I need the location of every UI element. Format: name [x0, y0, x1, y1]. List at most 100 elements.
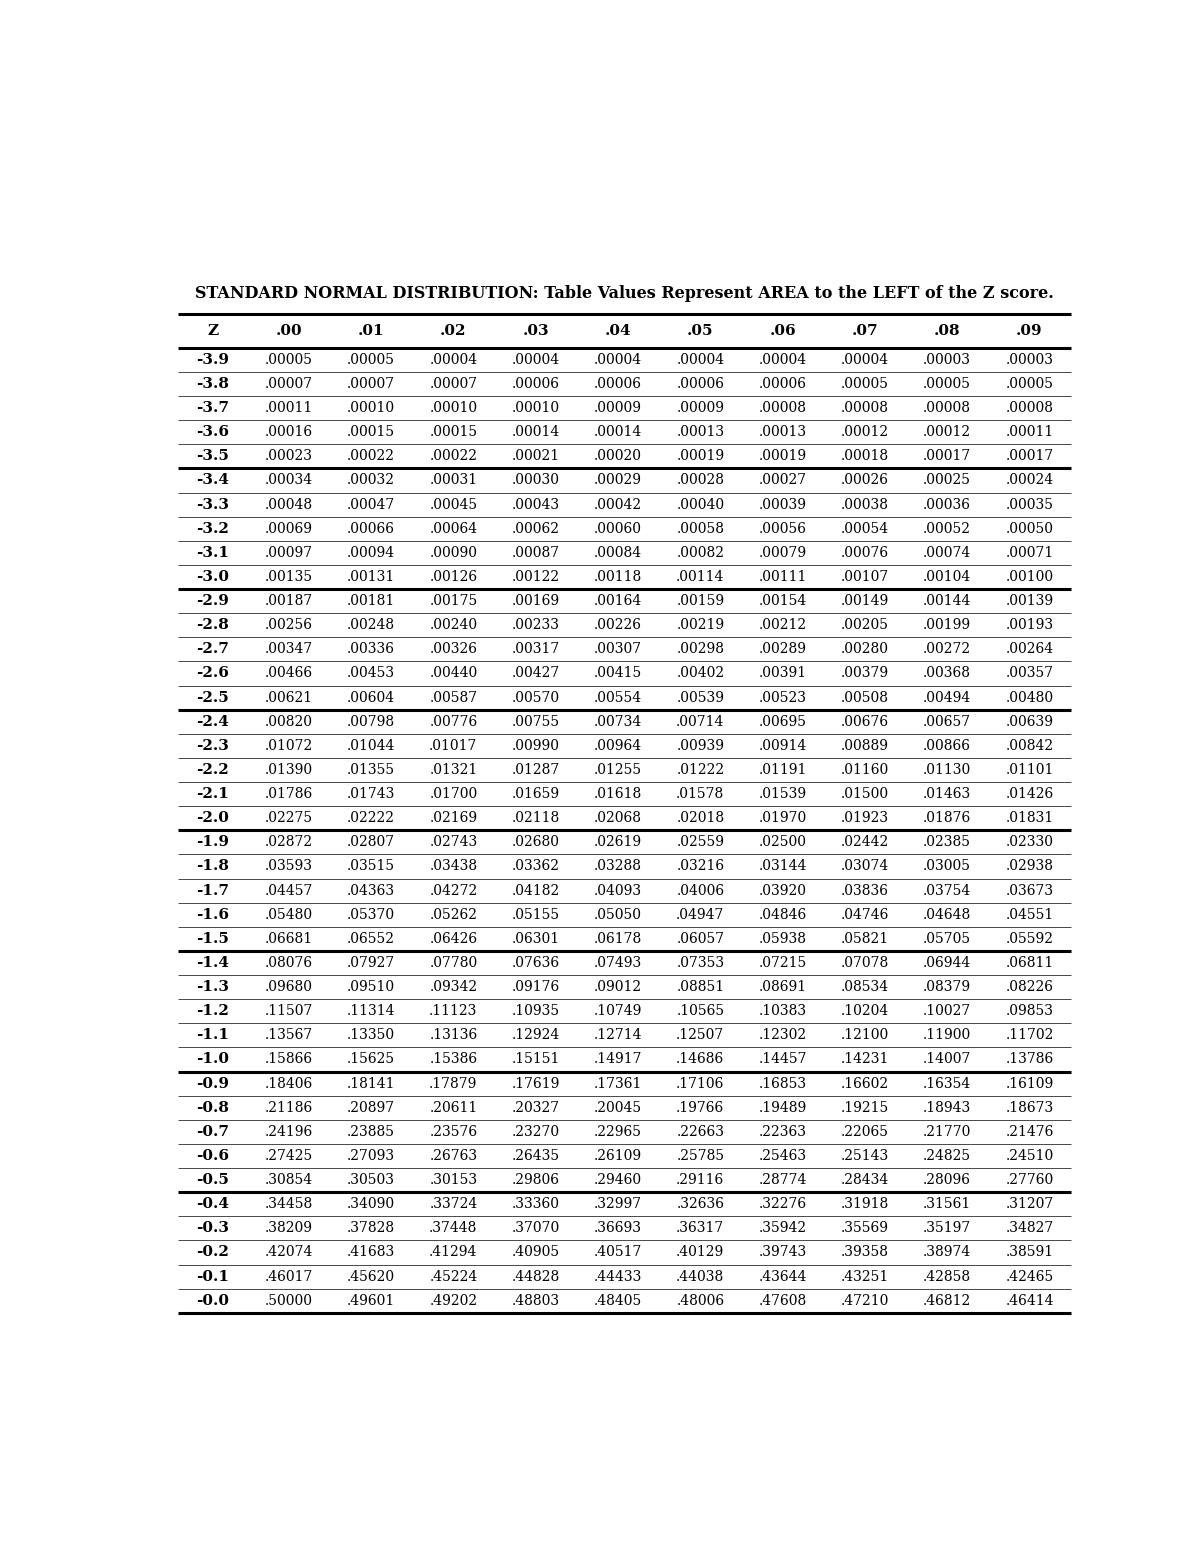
Text: .00118: .00118 [594, 570, 642, 584]
Text: .00114: .00114 [676, 570, 725, 584]
Text: .41683: .41683 [347, 1246, 395, 1259]
Text: .00427: .00427 [511, 666, 560, 680]
Text: .10935: .10935 [511, 1005, 559, 1019]
Text: .06681: .06681 [265, 932, 313, 946]
Text: .43644: .43644 [758, 1270, 806, 1284]
Text: .02442: .02442 [841, 836, 889, 849]
Text: .01101: .01101 [1006, 763, 1054, 776]
Text: .00187: .00187 [265, 595, 313, 609]
Text: .00042: .00042 [594, 497, 642, 511]
Text: .00069: .00069 [265, 522, 313, 536]
Text: .28774: .28774 [758, 1173, 806, 1186]
Text: -1.6: -1.6 [197, 909, 229, 922]
Text: .00004: .00004 [677, 353, 725, 367]
Text: .00016: .00016 [265, 426, 313, 439]
Text: .00289: .00289 [758, 643, 806, 657]
Text: .00010: .00010 [347, 401, 395, 415]
Text: .44433: .44433 [594, 1270, 642, 1284]
Text: .21186: .21186 [265, 1101, 313, 1115]
Text: .09012: .09012 [594, 980, 642, 994]
Text: .00029: .00029 [594, 474, 642, 488]
Text: .00539: .00539 [677, 691, 725, 705]
Text: .25143: .25143 [841, 1149, 889, 1163]
Text: .00047: .00047 [347, 497, 395, 511]
Text: -2.8: -2.8 [197, 618, 229, 632]
Text: .00298: .00298 [677, 643, 725, 657]
Text: .00004: .00004 [594, 353, 642, 367]
Text: .18943: .18943 [923, 1101, 971, 1115]
Text: .00006: .00006 [511, 377, 559, 391]
Text: .00084: .00084 [594, 545, 642, 561]
Text: .00008: .00008 [923, 401, 971, 415]
Text: .00494: .00494 [923, 691, 971, 705]
Text: .00020: .00020 [594, 449, 642, 463]
Text: .00017: .00017 [1006, 449, 1054, 463]
Text: -2.4: -2.4 [197, 714, 229, 728]
Text: .19766: .19766 [677, 1101, 725, 1115]
Text: .00039: .00039 [758, 497, 806, 511]
Text: .07: .07 [852, 325, 878, 339]
Text: .34458: .34458 [265, 1197, 313, 1211]
Text: .06944: .06944 [923, 957, 971, 971]
Text: .00508: .00508 [841, 691, 889, 705]
Text: .09: .09 [1016, 325, 1043, 339]
Text: .17879: .17879 [430, 1076, 478, 1090]
Text: .11702: .11702 [1006, 1028, 1054, 1042]
Text: .06178: .06178 [594, 932, 642, 946]
Text: .00734: .00734 [594, 714, 642, 728]
Text: .18406: .18406 [265, 1076, 313, 1090]
Text: .19489: .19489 [758, 1101, 806, 1115]
Text: .18673: .18673 [1006, 1101, 1054, 1115]
Text: .28434: .28434 [841, 1173, 889, 1186]
Text: .00272: .00272 [923, 643, 971, 657]
Text: .00219: .00219 [677, 618, 725, 632]
Text: .45620: .45620 [347, 1270, 395, 1284]
Text: .00030: .00030 [511, 474, 559, 488]
Text: .00007: .00007 [430, 377, 478, 391]
Text: .00011: .00011 [1006, 426, 1054, 439]
Text: .00097: .00097 [265, 545, 313, 561]
Text: .21476: .21476 [1006, 1124, 1054, 1138]
Text: .00014: .00014 [594, 426, 642, 439]
Text: .40129: .40129 [677, 1246, 725, 1259]
Text: .10383: .10383 [758, 1005, 806, 1019]
Text: .00169: .00169 [511, 595, 559, 609]
Text: .22663: .22663 [677, 1124, 725, 1138]
Text: .00755: .00755 [511, 714, 559, 728]
Text: .02118: .02118 [511, 811, 560, 825]
Text: .05821: .05821 [841, 932, 889, 946]
Text: .26763: .26763 [430, 1149, 478, 1163]
Text: .00107: .00107 [841, 570, 889, 584]
Text: .00523: .00523 [758, 691, 806, 705]
Text: Z: Z [208, 325, 218, 339]
Text: -1.0: -1.0 [197, 1053, 229, 1067]
Text: .03593: .03593 [265, 859, 313, 873]
Text: -0.7: -0.7 [197, 1124, 229, 1138]
Text: .02: .02 [440, 325, 467, 339]
Text: .00034: .00034 [265, 474, 313, 488]
Text: .01017: .01017 [430, 739, 478, 753]
Text: .02330: .02330 [1006, 836, 1054, 849]
Text: .09680: .09680 [265, 980, 313, 994]
Text: .28096: .28096 [923, 1173, 971, 1186]
Text: .01876: .01876 [923, 811, 971, 825]
Text: .01923: .01923 [841, 811, 889, 825]
Text: .01743: .01743 [347, 787, 395, 801]
Text: .42074: .42074 [265, 1246, 313, 1259]
Text: .00007: .00007 [265, 377, 313, 391]
Text: .00554: .00554 [594, 691, 642, 705]
Text: .00004: .00004 [841, 353, 889, 367]
Text: .00164: .00164 [594, 595, 642, 609]
Text: .00199: .00199 [923, 618, 971, 632]
Text: .00012: .00012 [923, 426, 971, 439]
Text: .00082: .00082 [677, 545, 725, 561]
Text: .00006: .00006 [758, 377, 806, 391]
Text: .00008: .00008 [758, 401, 806, 415]
Text: .00205: .00205 [841, 618, 889, 632]
Text: .01287: .01287 [511, 763, 560, 776]
Text: .07215: .07215 [758, 957, 806, 971]
Text: .05050: .05050 [594, 909, 642, 922]
Text: .00026: .00026 [841, 474, 889, 488]
Text: .15151: .15151 [511, 1053, 560, 1067]
Text: .06426: .06426 [430, 932, 478, 946]
